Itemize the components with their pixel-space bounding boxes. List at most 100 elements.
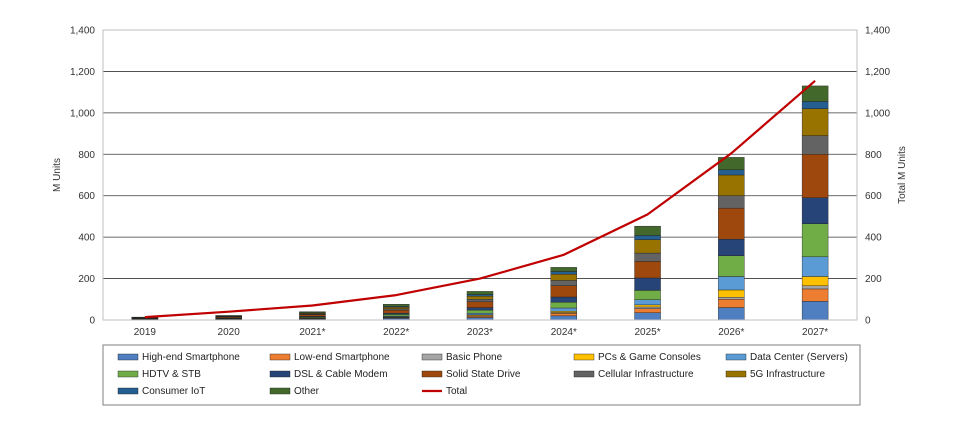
- legend-label: Data Center (Servers): [750, 352, 848, 363]
- bar-segment: [550, 301, 577, 309]
- legend-label: DSL & Cable Modem: [294, 369, 388, 380]
- y2-tick-label: 1,200: [865, 67, 890, 78]
- legend-label: HDTV & STB: [142, 369, 201, 380]
- bar-segment: [634, 239, 661, 254]
- bar-segment: [550, 313, 577, 317]
- x-tick-label: 2024*: [551, 327, 577, 338]
- legend-swatch: [269, 370, 291, 378]
- x-tick-label: 2022*: [383, 327, 409, 338]
- legend: High-end Smartphone Low-end Smartphone Bas…: [102, 344, 861, 406]
- bar-segment: [466, 295, 494, 300]
- legend-label: 5G Infrastructure: [750, 369, 825, 380]
- bar-segment: [801, 256, 829, 277]
- bar-segment: [299, 311, 326, 313]
- bar-segment: [466, 291, 494, 295]
- y-tick-label: 200: [78, 274, 95, 285]
- y-tick-label: 1,000: [70, 108, 95, 119]
- bar-segment: [718, 169, 745, 176]
- x-tick-label: 2027*: [802, 327, 828, 338]
- legend-label: Solid State Drive: [446, 369, 521, 380]
- bar-segment: [634, 306, 661, 309]
- y-tick-label: 600: [78, 191, 95, 202]
- axes: 0 0 200 200 400 400 600 600 800 800 1,000 1,000 1,20…: [70, 26, 890, 339]
- bar-segment: [634, 299, 661, 306]
- legend-label: Other: [294, 386, 320, 397]
- bar-segment: [466, 312, 494, 316]
- bar-segment: [634, 312, 661, 321]
- legend-label: PCs & Game Consoles: [598, 352, 701, 363]
- bar-segment: [215, 315, 242, 317]
- bar-segment: [634, 261, 661, 279]
- y2-axis-title: Total M Units: [897, 146, 908, 204]
- x-tick-label: 2026*: [718, 327, 744, 338]
- bar-segment: [550, 307, 577, 312]
- y2-tick-label: 1,400: [865, 26, 890, 37]
- bar-segment: [634, 304, 661, 308]
- y-tick-label: 1,200: [70, 67, 95, 78]
- bar-segment: [801, 197, 829, 224]
- bar-segment: [550, 274, 577, 281]
- y-tick-label: 0: [89, 316, 95, 327]
- total-line: [144, 79, 816, 319]
- bar-segment: [801, 135, 829, 155]
- legend-label: Basic Phone: [446, 352, 503, 363]
- bar-segment: [801, 154, 829, 198]
- bar-segment: [550, 280, 577, 286]
- bars: [131, 85, 829, 321]
- legend-swatch: [725, 370, 747, 378]
- bar-segment: [718, 289, 745, 298]
- bar-segment: [550, 267, 577, 272]
- y-tick-label: 800: [78, 150, 95, 161]
- bar-segment: [718, 195, 745, 209]
- x-tick-label: 2020: [218, 327, 241, 338]
- legend-swatch: [117, 370, 139, 378]
- y-axis-title: M Units: [52, 158, 63, 192]
- y-tick-label: 400: [78, 233, 95, 244]
- bar-segment: [383, 314, 410, 317]
- bar-segment: [718, 307, 745, 321]
- x-tick-label: 2025*: [634, 327, 660, 338]
- bar-segment: [466, 309, 494, 314]
- bar-segment: [550, 296, 577, 303]
- bar-segment: [718, 239, 745, 256]
- bar-segment: [801, 301, 829, 321]
- bar-segment: [466, 301, 494, 308]
- y2-tick-label: 400: [865, 233, 882, 244]
- bar-segment: [634, 290, 661, 300]
- bar-segment: [718, 276, 745, 291]
- legend-swatch: [725, 353, 747, 361]
- bar-segment: [383, 306, 410, 310]
- bar-segment: [466, 307, 494, 311]
- x-tick-label: 2023*: [467, 327, 493, 338]
- bar-segment: [550, 315, 577, 321]
- bar-segment: [718, 299, 745, 308]
- bar-segment: [550, 285, 577, 298]
- legend-swatch: [421, 353, 443, 361]
- y2-tick-label: 200: [865, 274, 882, 285]
- bar-segment: [383, 309, 410, 314]
- bar-segment: [634, 235, 661, 240]
- legend-swatch: [269, 353, 291, 361]
- legend-label: Cellular Infrastructure: [598, 369, 694, 380]
- y2-tick-label: 0: [865, 316, 871, 327]
- bar-segment: [801, 288, 829, 302]
- plot-frame: [102, 29, 858, 321]
- bar-segment: [801, 276, 829, 287]
- legend-label: Consumer IoT: [142, 386, 205, 397]
- bar-segment: [383, 304, 410, 307]
- legend-swatch: [421, 370, 443, 378]
- total-line-path: [144, 79, 816, 319]
- y2-tick-label: 800: [865, 150, 882, 161]
- legend-swatch: [117, 387, 139, 395]
- legend-swatch: [117, 353, 139, 361]
- bar-segment: [718, 174, 745, 196]
- bar-segment: [801, 285, 829, 290]
- bar-segment: [801, 85, 829, 102]
- bar-segment: [550, 271, 577, 275]
- y-tick-label: 1,400: [70, 26, 95, 37]
- legend-swatch: [269, 387, 291, 395]
- bar-segment: [634, 225, 661, 236]
- bar-segment: [801, 108, 829, 136]
- bar-segment: [299, 314, 326, 317]
